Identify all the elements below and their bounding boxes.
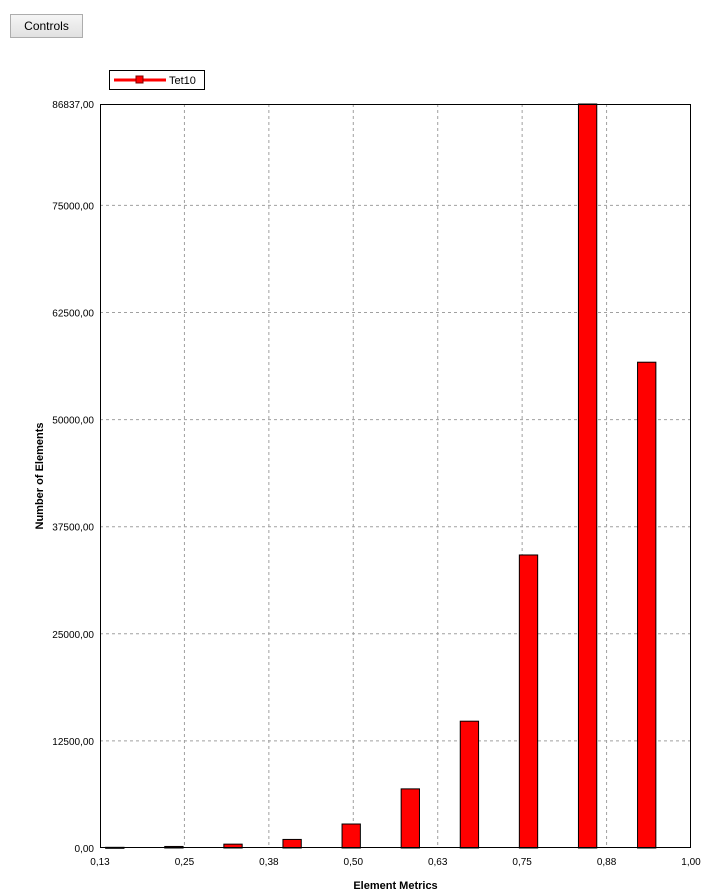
controls-button[interactable]: Controls: [10, 14, 83, 38]
y-tick-label: 12500,00: [52, 737, 94, 748]
x-tick-label: 0,25: [175, 857, 195, 868]
y-tick-label: 25000,00: [52, 630, 94, 641]
y-tick-labels: 0,00 12500,00 25000,00 37500,00 50000,00 6250…: [52, 100, 94, 855]
plot-area: [100, 104, 691, 848]
legend-marker-icon: [135, 75, 144, 84]
plot-frame: [100, 104, 691, 848]
bar: [282, 838, 302, 849]
x-tick-label: 0,38: [259, 857, 279, 868]
x-tick-label: 0,75: [512, 857, 532, 868]
x-tick-label: 0,63: [428, 857, 448, 868]
y-tick-label: 75000,00: [52, 201, 94, 212]
y-tick-label: 50000,00: [52, 416, 94, 427]
legend: Tet10: [109, 70, 205, 90]
bar: [400, 788, 420, 849]
x-axis-title: Element Metrics: [353, 880, 437, 892]
legend-label: Tet10: [169, 75, 196, 87]
y-tick-label: 62500,00: [52, 309, 94, 320]
x-tick-label: 0,13: [90, 857, 110, 868]
bars: [105, 103, 657, 849]
x-tick-label: 0,88: [597, 857, 617, 868]
y-tick-label: 86837,00: [52, 100, 94, 111]
x-tick-labels: 0,13 0,25 0,38 0,50 0,63 0,75 0,88 1,00: [90, 857, 701, 868]
y-tick-label: 37500,00: [52, 523, 94, 534]
y-tick-label: 0,00: [75, 844, 95, 855]
bar: [518, 554, 539, 849]
bar: [577, 103, 598, 849]
bar: [341, 823, 361, 849]
x-tick-label: 0,50: [344, 857, 364, 868]
y-axis-title: Number of Elements: [34, 423, 46, 530]
bar: [637, 361, 657, 849]
bar: [459, 720, 480, 849]
x-tick-label: 1,00: [681, 857, 701, 868]
